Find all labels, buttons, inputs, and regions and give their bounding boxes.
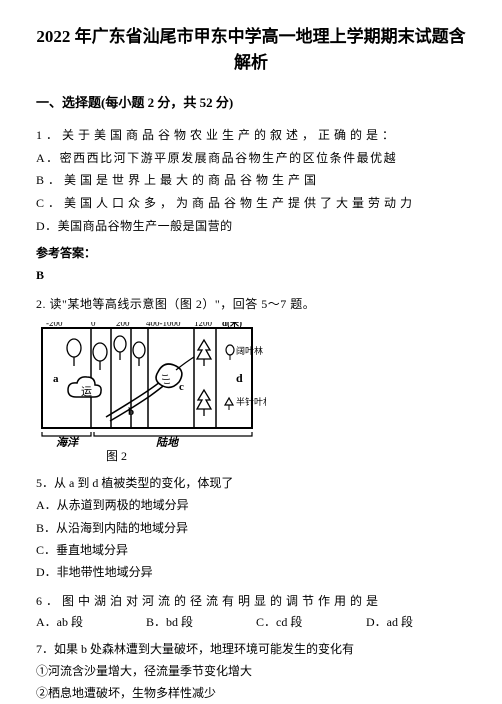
scale-0: 0 bbox=[91, 322, 96, 328]
bracket-land bbox=[94, 432, 252, 436]
section-header: 一、选择题(每小题 2 分，共 52 分) bbox=[36, 93, 466, 114]
point-d: d bbox=[236, 371, 243, 385]
page-title: 2022 年广东省汕尾市甲东中学高一地理上学期期末试题含解析 bbox=[36, 24, 466, 75]
q5-optB: B．从沿海到内陆的地域分异 bbox=[36, 519, 466, 538]
q1-optA: A．密西西比河下游平原发展商品谷物生产的区位条件最优越 bbox=[36, 147, 466, 170]
q2-stem: 2. 读"某地等高线示意图（图 2）"，回答 5～7 题。 bbox=[36, 293, 466, 316]
question-5: 5．从 a 到 d 植被类型的变化，体现了 A．从赤道到两极的地域分异 B．从沿… bbox=[36, 474, 466, 582]
q1-optB: B．美国是世界上最大的商品谷物生产国 bbox=[36, 169, 466, 192]
q6-optD: D．ad 段 bbox=[366, 613, 466, 632]
q6-options: A．ab 段 B．bd 段 C．cd 段 D．ad 段 bbox=[36, 613, 466, 632]
label-land: 陆地 bbox=[156, 436, 180, 447]
q6-optA: A．ab 段 bbox=[36, 613, 136, 632]
cloud-label: 运 bbox=[81, 385, 92, 398]
svg-text:阔叶林: 阔叶林 bbox=[236, 345, 263, 356]
figure-2: -200 0 200 400-1000 1200 d(米) a bbox=[36, 322, 466, 466]
q7-opt1: ①河流含沙量增大，径流量季节变化增大 bbox=[36, 662, 466, 681]
scale-neg200: -200 bbox=[46, 322, 63, 328]
q5-optA: A．从赤道到两极的地域分异 bbox=[36, 496, 466, 515]
label-sea: 海洋 bbox=[56, 436, 80, 447]
q7-opt2: ②栖息地遭破坏，生物多样性减少 bbox=[36, 684, 466, 703]
bracket-sea bbox=[42, 432, 91, 436]
q6-optC: C．cd 段 bbox=[256, 613, 356, 632]
q5-optD: D．非地带性地域分异 bbox=[36, 563, 466, 582]
q6-optB: B．bd 段 bbox=[146, 613, 246, 632]
question-7: 7．如果 b 处森林遭到大量破坏，地理环境可能发生的变化有 ①河流含沙量增大，径… bbox=[36, 640, 466, 704]
q6-stem: 6．图中湖泊对河流的径流有明显的调节作用的是 bbox=[36, 590, 466, 613]
scale-400-1000: 400-1000 bbox=[146, 322, 181, 328]
scale-200: 200 bbox=[116, 322, 130, 328]
figure-caption: 图 2 bbox=[106, 447, 466, 466]
q1-stem: 1．关于美国商品谷物农业生产的叙述，正确的是： bbox=[36, 124, 466, 147]
scale-1200: 1200 bbox=[194, 322, 213, 328]
q7-stem: 7．如果 b 处森林遭到大量破坏，地理环境可能发生的变化有 bbox=[36, 640, 466, 659]
point-c: c bbox=[179, 381, 184, 393]
q5-optC: C．垂直地域分异 bbox=[36, 541, 466, 560]
point-b: b bbox=[128, 406, 134, 418]
q5-stem: 5．从 a 到 d 植被类型的变化，体现了 bbox=[36, 474, 466, 493]
svg-text:半针叶林: 半针叶林 bbox=[236, 396, 266, 407]
q1-answer: B bbox=[36, 266, 466, 285]
question-6: 6．图中湖泊对河流的径流有明显的调节作用的是 A．ab 段 B．bd 段 C．c… bbox=[36, 590, 466, 632]
lake-icon bbox=[156, 364, 182, 387]
q1-optD: D．美国商品谷物生产一般是国营的 bbox=[36, 215, 466, 238]
question-2: 2. 读"某地等高线示意图（图 2）"，回答 5～7 题。 -200 0 200… bbox=[36, 293, 466, 466]
question-1: 1．关于美国商品谷物农业生产的叙述，正确的是： A．密西西比河下游平原发展商品谷… bbox=[36, 124, 466, 285]
q1-answer-label: 参考答案： bbox=[36, 244, 466, 263]
contour-map-svg: -200 0 200 400-1000 1200 d(米) a bbox=[36, 322, 266, 447]
q1-optC: C．美国人口众多，为商品谷物生产提供了大量劳动力 bbox=[36, 192, 466, 215]
scale-d: d(米) bbox=[222, 322, 242, 328]
point-a: a bbox=[53, 373, 59, 385]
